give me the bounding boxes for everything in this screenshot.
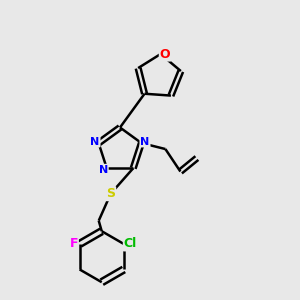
Text: N: N — [98, 165, 108, 175]
Text: S: S — [106, 187, 115, 200]
Text: O: O — [160, 48, 170, 61]
Text: F: F — [69, 238, 78, 250]
Text: N: N — [140, 136, 150, 146]
Text: N: N — [90, 136, 100, 146]
Text: Cl: Cl — [124, 238, 137, 250]
